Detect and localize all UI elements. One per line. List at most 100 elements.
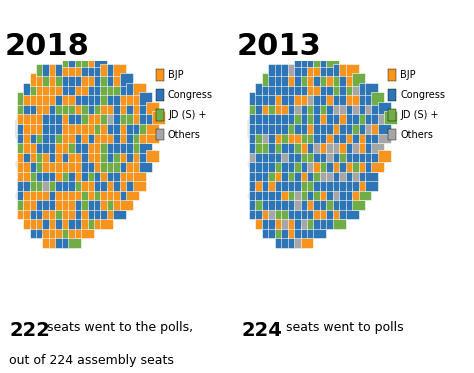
Bar (346, 150, 358, 162)
Bar (23, 159, 36, 172)
Bar (36, 197, 49, 210)
Bar (307, 131, 320, 143)
Bar (120, 73, 133, 86)
Bar (352, 197, 365, 210)
Text: Congress: Congress (400, 90, 445, 100)
Bar (249, 150, 262, 162)
Bar (36, 207, 49, 219)
Bar (346, 112, 358, 124)
Bar (320, 178, 333, 191)
Bar (94, 207, 107, 219)
Bar (262, 169, 275, 181)
Bar (139, 93, 152, 105)
Bar (275, 216, 288, 229)
Bar (17, 112, 29, 124)
Bar (288, 226, 301, 238)
Bar (113, 131, 126, 143)
Bar (36, 64, 49, 76)
Bar (372, 121, 384, 134)
Text: Others: Others (400, 129, 433, 140)
Bar (62, 159, 75, 172)
Bar (320, 54, 333, 67)
Bar (55, 64, 68, 76)
Bar (294, 112, 307, 124)
Bar (75, 112, 88, 124)
Bar (294, 188, 307, 200)
Bar (88, 197, 100, 210)
Bar (249, 121, 262, 134)
Bar (120, 121, 133, 134)
Bar (281, 216, 294, 229)
Bar (49, 73, 62, 86)
Bar (68, 112, 81, 124)
Bar (255, 207, 268, 219)
Bar (326, 73, 339, 86)
Bar (68, 93, 81, 105)
Bar (29, 216, 43, 229)
Bar (268, 140, 281, 153)
Bar (281, 207, 294, 219)
Bar (49, 140, 62, 153)
Bar (36, 73, 49, 86)
Bar (49, 131, 62, 143)
Bar (133, 178, 146, 191)
Bar (288, 216, 301, 229)
Bar (275, 188, 288, 200)
Bar (88, 54, 100, 67)
Bar (81, 73, 94, 86)
Bar (313, 121, 326, 134)
Bar (68, 83, 81, 95)
Bar (255, 112, 268, 124)
Bar (326, 188, 339, 200)
Bar (275, 121, 288, 134)
Bar (275, 235, 288, 248)
Bar (307, 178, 320, 191)
Bar (320, 140, 333, 153)
Bar (268, 197, 281, 210)
Bar (62, 169, 75, 181)
Bar (75, 226, 88, 238)
Bar (75, 216, 88, 229)
Bar (81, 207, 94, 219)
Bar (288, 102, 301, 115)
Bar (320, 188, 333, 200)
Bar (88, 64, 100, 76)
Bar (281, 159, 294, 172)
Bar (275, 159, 288, 172)
Bar (365, 112, 378, 124)
Bar (139, 112, 152, 124)
Bar (62, 197, 75, 210)
Bar (29, 159, 43, 172)
Bar (88, 121, 100, 134)
Bar (55, 178, 68, 191)
Bar (294, 169, 307, 181)
Bar (346, 169, 358, 181)
Bar (81, 140, 94, 153)
Bar (262, 188, 275, 200)
Bar (133, 121, 146, 134)
Bar (346, 83, 358, 95)
Bar (346, 93, 358, 105)
Bar (372, 140, 384, 153)
Bar (43, 169, 55, 181)
Bar (275, 112, 288, 124)
Bar (333, 159, 346, 172)
Bar (320, 150, 333, 162)
Bar (281, 169, 294, 181)
Bar (94, 140, 107, 153)
Bar (294, 207, 307, 219)
Bar (94, 169, 107, 181)
Bar (352, 169, 365, 181)
Text: JD (S) +: JD (S) + (168, 110, 207, 120)
Bar (120, 159, 133, 172)
Bar (301, 93, 313, 105)
Bar (139, 159, 152, 172)
Bar (339, 140, 352, 153)
Bar (275, 131, 288, 143)
Bar (294, 226, 307, 238)
Bar (23, 188, 36, 200)
Text: BJP: BJP (168, 70, 183, 80)
Bar (262, 121, 275, 134)
Bar (43, 73, 55, 86)
Bar (307, 121, 320, 134)
